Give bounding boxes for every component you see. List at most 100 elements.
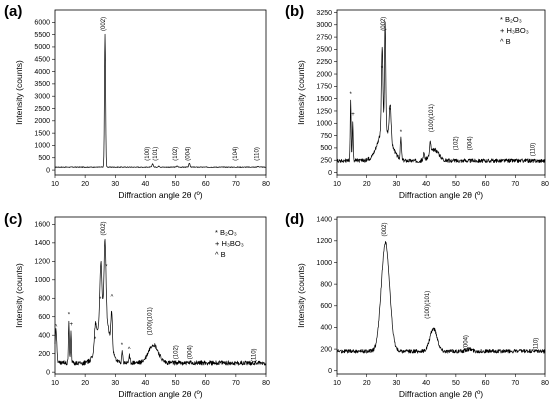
peak-label: (100)(101) (425, 291, 431, 319)
y-tick-label: 1500 (34, 130, 50, 137)
y-axis-title: Intensity (counts) (296, 263, 306, 328)
y-tick-label: 2000 (34, 118, 50, 125)
legend-entry: + H₃BO₃ (215, 239, 244, 248)
x-tick-label: 80 (541, 181, 549, 188)
x-tick-label: 10 (51, 380, 59, 387)
peak-label: (104) (233, 147, 239, 161)
y-axis-title: Intensity (counts) (296, 60, 306, 125)
phase-marker: * (381, 66, 384, 72)
x-tick-label: 80 (262, 181, 270, 188)
peak-label: (100)(101) (429, 104, 435, 132)
x-axis-title: Diffraction angle 2θ (º) (118, 190, 202, 200)
x-tick-label: 30 (111, 380, 119, 387)
peak-label: (110) (251, 348, 257, 362)
phase-marker: * (400, 130, 403, 136)
peak-label: (101) (153, 147, 159, 161)
y-tick-label: 800 (320, 281, 332, 288)
y-tick-label: 1200 (34, 259, 50, 266)
panel-label: (a) (4, 3, 22, 20)
peak-label: (100)(101) (147, 307, 153, 335)
y-tick-label: 200 (38, 351, 50, 358)
y-tick-label: 1200 (316, 238, 332, 245)
x-tick-label: 70 (232, 181, 240, 188)
phase-marker: ^ (111, 294, 114, 300)
y-tick-label: 400 (38, 333, 50, 340)
y-tick-label: 600 (38, 314, 50, 321)
peak-label: (002) (381, 17, 387, 31)
y-tick-label: 600 (320, 303, 332, 310)
y-tick-label: 2500 (34, 106, 50, 113)
y-tick-label: 1000 (316, 121, 332, 128)
legend-entry: * B₂O₃ (500, 15, 522, 24)
y-tick-label: 5000 (34, 44, 50, 51)
y-axis-title: Intensity (counts) (14, 263, 24, 328)
peak-label: (004) (464, 335, 470, 349)
y-tick-label: 3250 (316, 10, 332, 17)
x-tick-label: 10 (51, 181, 59, 188)
x-tick-label: 20 (81, 181, 89, 188)
x-tick-label: 50 (452, 380, 460, 387)
phase-marker: * (121, 343, 124, 349)
y-tick-label: 1500 (316, 96, 332, 103)
x-tick-label: 40 (422, 181, 430, 188)
y-tick-label: 1600 (34, 222, 50, 229)
y-tick-label: 2750 (316, 34, 332, 41)
x-tick-label: 50 (172, 380, 180, 387)
y-tick-label: 0 (46, 167, 50, 174)
y-tick-label: 1000 (316, 260, 332, 267)
peak-label: (100) (145, 147, 151, 161)
y-tick-label: 1000 (34, 277, 50, 284)
y-tick-label: 4500 (34, 57, 50, 64)
phase-marker: + (70, 322, 74, 328)
x-tick-label: 80 (262, 380, 270, 387)
plot-frame (336, 9, 546, 176)
x-tick-label: 30 (111, 181, 119, 188)
phase-marker: * (94, 337, 97, 343)
x-tick-label: 10 (333, 380, 341, 387)
x-axis-title: Diffraction angle 2θ (º) (399, 389, 483, 399)
x-axis-title: Diffraction angle 2θ (º) (118, 389, 202, 399)
x-tick-label: 60 (202, 380, 210, 387)
phase-marker: * (105, 265, 108, 271)
peak-label: (004) (188, 345, 194, 359)
y-tick-label: 200 (320, 346, 332, 353)
y-tick-label: 6000 (34, 20, 50, 27)
y-tick-label: 3000 (316, 22, 332, 29)
x-tick-label: 20 (363, 181, 371, 188)
peak-label: (102) (173, 345, 179, 359)
x-tick-label: 30 (393, 181, 401, 188)
peak-label: (110) (531, 143, 537, 157)
plot-frame (336, 216, 546, 375)
x-tick-label: 40 (422, 380, 430, 387)
phase-marker: * (349, 92, 352, 98)
x-tick-label: 40 (142, 380, 150, 387)
xrd-trace (54, 33, 267, 168)
y-tick-label: 1400 (316, 216, 332, 223)
peak-label: (004) (468, 136, 474, 150)
y-tick-label: 1250 (316, 108, 332, 115)
y-tick-label: 5500 (34, 32, 50, 39)
x-tick-label: 20 (363, 380, 371, 387)
xrd-trace (54, 238, 267, 366)
x-tick-label: 40 (142, 181, 150, 188)
x-tick-label: 50 (172, 181, 180, 188)
peak-label: (002) (101, 221, 107, 235)
y-tick-label: 0 (328, 368, 332, 375)
x-tick-label: 60 (482, 181, 490, 188)
y-tick-label: 2250 (316, 59, 332, 66)
y-tick-label: 1400 (34, 240, 50, 247)
panel-label: (c) (4, 211, 22, 228)
phase-marker: * (389, 108, 392, 114)
phase-marker: * (68, 313, 71, 319)
peak-label: (110) (534, 338, 540, 352)
y-tick-label: 750 (320, 133, 332, 140)
xrd-trace (336, 240, 546, 354)
y-axis-title: Intensity (counts) (14, 60, 24, 125)
y-tick-label: 500 (38, 155, 50, 162)
peak-label: (004) (185, 147, 191, 161)
phase-marker: ^ (128, 347, 131, 353)
y-tick-label: 3500 (34, 81, 50, 88)
y-tick-label: 2000 (316, 71, 332, 78)
x-tick-label: 10 (333, 181, 341, 188)
y-tick-label: 0 (328, 170, 332, 177)
